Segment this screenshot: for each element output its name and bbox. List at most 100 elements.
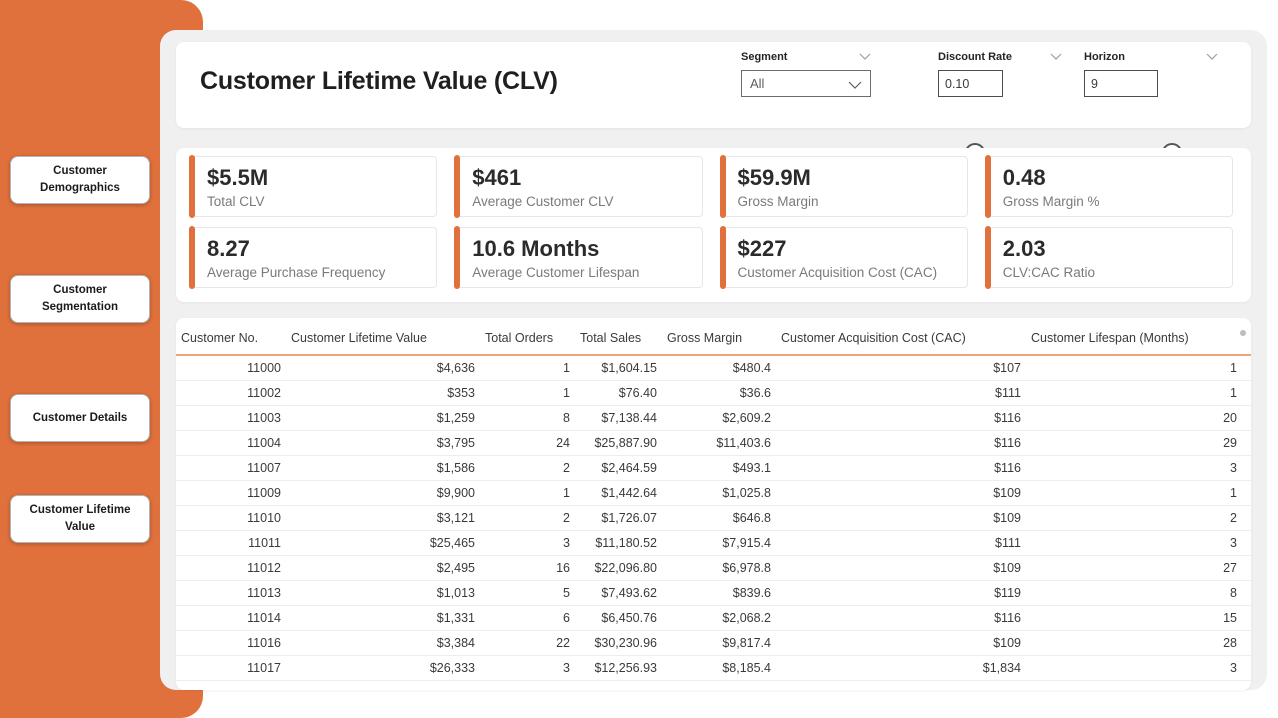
discount-rate-input[interactable] bbox=[938, 70, 1003, 97]
table-cell: $107 bbox=[776, 355, 1026, 381]
kpi-label: Customer Acquisition Cost (CAC) bbox=[737, 264, 938, 280]
chevron-down-icon[interactable] bbox=[859, 53, 871, 61]
kpi-accent-bar bbox=[454, 155, 461, 218]
table-column-header[interactable]: Customer No. bbox=[176, 318, 286, 356]
sidebar: Customer Demographics Customer Segmentat… bbox=[10, 0, 150, 718]
table-cell: $1,259 bbox=[286, 405, 480, 431]
table-row[interactable]: 11017 $26,333 3 $12,256.93 $8,185.4 $1,834 3 bbox=[176, 655, 1251, 681]
table-cell: $109 bbox=[776, 480, 1026, 506]
kpi-label: Average Purchase Frequency bbox=[207, 264, 386, 280]
table-cell: 2 bbox=[480, 505, 575, 531]
table-cell: 11016 bbox=[176, 630, 286, 656]
table-row[interactable]: 11009 $9,900 1 $1,442.64 $1,025.8 $109 1 bbox=[176, 480, 1251, 506]
chevron-down-icon[interactable] bbox=[1206, 53, 1218, 61]
sidebar-nav-button[interactable]: Customer Demographics bbox=[10, 156, 150, 204]
table-cell: 3 bbox=[1026, 655, 1251, 681]
kpi-value: 0.48 bbox=[1002, 164, 1046, 190]
table-cell: $2,068.2 bbox=[662, 605, 776, 631]
sidebar-nav-button[interactable]: Customer Lifetime Value bbox=[10, 495, 150, 543]
table-row[interactable]: 11011 $25,465 3 $11,180.52 $7,915.4 $111 3 bbox=[176, 530, 1251, 556]
table-cell: 11014 bbox=[176, 605, 286, 631]
table-cell: $30,230.96 bbox=[575, 630, 662, 656]
table-cell: 11013 bbox=[176, 580, 286, 606]
table-cell: $76.40 bbox=[575, 380, 662, 406]
table-row[interactable]: 11016 $3,384 22 $30,230.96 $9,817.4 $109 28 bbox=[176, 630, 1251, 656]
table-cell: $109 bbox=[776, 505, 1026, 531]
table-cell: $25,887.90 bbox=[575, 430, 662, 456]
table-row[interactable]: 11013 $1,013 5 $7,493.62 $839.6 $119 8 bbox=[176, 580, 1251, 606]
table-row[interactable]: 11014 $1,331 6 $6,450.76 $2,068.2 $116 15 bbox=[176, 605, 1251, 631]
table-row[interactable]: 11003 $1,259 8 $7,138.44 $2,609.2 $116 20 bbox=[176, 405, 1251, 431]
table-cell: $7,493.62 bbox=[575, 580, 662, 606]
kpi-value: 2.03 bbox=[1002, 235, 1046, 261]
kpi-accent-bar bbox=[984, 155, 991, 218]
table-cell: $9,900 bbox=[286, 480, 480, 506]
table-row[interactable]: 11000 $4,636 1 $1,604.15 $480.4 $107 1 bbox=[176, 355, 1251, 381]
table-cell: $116 bbox=[776, 605, 1026, 631]
table-cell: $1,834 bbox=[776, 655, 1026, 681]
table-header-row: Customer No. Customer Lifetime Value Total… bbox=[176, 318, 1251, 356]
table-column-header[interactable]: Customer Lifespan (Months) bbox=[1026, 318, 1251, 356]
customer-table: Customer No. Customer Lifetime Value Total… bbox=[176, 318, 1251, 681]
table-cell: $1,604.15 bbox=[575, 355, 662, 381]
table-cell: 1 bbox=[480, 480, 575, 506]
header-card: Customer Lifetime Value (CLV) Segment Al… bbox=[176, 42, 1251, 164]
table-cell: 5 bbox=[480, 580, 575, 606]
horizon-input[interactable] bbox=[1084, 70, 1158, 97]
table-column-header[interactable]: Customer Lifetime Value bbox=[286, 318, 480, 356]
table-cell: $109 bbox=[776, 630, 1026, 656]
kpi-accent-bar bbox=[984, 226, 991, 289]
table-cell: 11003 bbox=[176, 405, 286, 431]
kpi-card: 10.6 Months Average Customer Lifespan bbox=[454, 226, 703, 289]
horizon-filter: Horizon bbox=[1084, 46, 1218, 97]
sidebar-nav-button[interactable]: Customer Details bbox=[10, 394, 150, 442]
table-cell: $3,121 bbox=[286, 505, 480, 531]
segment-dropdown[interactable]: All bbox=[741, 70, 871, 97]
kpi-label: Average Customer Lifespan bbox=[472, 264, 640, 280]
kpi-label: Average Customer CLV bbox=[472, 193, 614, 209]
table-cell: $11,180.52 bbox=[575, 530, 662, 556]
table-cell: $646.8 bbox=[662, 505, 776, 531]
table-cell: $12,256.93 bbox=[575, 655, 662, 681]
sidebar-nav-button[interactable]: Customer Segmentation bbox=[10, 275, 150, 323]
table-column-header[interactable]: Total Orders bbox=[480, 318, 575, 356]
table-cell: $480.4 bbox=[662, 355, 776, 381]
table-cell: 27 bbox=[1026, 555, 1251, 581]
chevron-down-icon[interactable] bbox=[1050, 53, 1062, 61]
table-cell: 11011 bbox=[176, 530, 286, 556]
table-cell: 1 bbox=[1026, 380, 1251, 406]
table-cell: $9,817.4 bbox=[662, 630, 776, 656]
table-cell: $7,138.44 bbox=[575, 405, 662, 431]
kpi-accent-bar bbox=[719, 155, 726, 218]
table-cell: $116 bbox=[776, 405, 1026, 431]
kpi-card: 8.27 Average Purchase Frequency bbox=[189, 226, 438, 289]
sidebar-button-label: Customer Segmentation bbox=[41, 284, 119, 313]
table-cell: 11012 bbox=[176, 555, 286, 581]
segment-filter: Segment All bbox=[741, 46, 871, 97]
table-cell: $1,025.8 bbox=[662, 480, 776, 506]
sidebar-button-label: Customer Demographics bbox=[40, 165, 120, 194]
kpi-panel: $5.5M Total CLV $461 Average Customer CL… bbox=[176, 148, 1251, 302]
table-cell: $26,333 bbox=[286, 655, 480, 681]
scrollbar-thumb[interactable] bbox=[1240, 330, 1246, 336]
table-cell: $1,331 bbox=[286, 605, 480, 631]
table-cell: $11,403.6 bbox=[662, 430, 776, 456]
kpi-accent-bar bbox=[189, 226, 195, 289]
table-column-header[interactable]: Gross Margin bbox=[662, 318, 776, 356]
kpi-card: $461 Average Customer CLV bbox=[454, 155, 703, 218]
table-column-header[interactable]: Customer Acquisition Cost (CAC) bbox=[776, 318, 1026, 356]
table-cell: $116 bbox=[776, 430, 1026, 456]
table-column-header[interactable]: Total Sales bbox=[575, 318, 662, 356]
segment-filter-label: Segment bbox=[741, 51, 788, 63]
table-cell: 11007 bbox=[176, 455, 286, 481]
table-row[interactable]: 11010 $3,121 2 $1,726.07 $646.8 $109 2 bbox=[176, 505, 1251, 531]
chevron-down-icon bbox=[848, 81, 862, 90]
table-row[interactable]: 11012 $2,495 16 $22,096.80 $6,978.8 $109 27 bbox=[176, 555, 1251, 581]
table-row[interactable]: 11002 $353 1 $76.40 $36.6 $111 1 bbox=[176, 380, 1251, 406]
table-cell: $4,636 bbox=[286, 355, 480, 381]
table-cell: 28 bbox=[1026, 630, 1251, 656]
table-cell: $6,978.8 bbox=[662, 555, 776, 581]
table-row[interactable]: 11004 $3,795 24 $25,887.90 $11,403.6 $116 29 bbox=[176, 430, 1251, 456]
table-row[interactable]: 11007 $1,586 2 $2,464.59 $493.1 $116 3 bbox=[176, 455, 1251, 481]
table-cell: $839.6 bbox=[662, 580, 776, 606]
